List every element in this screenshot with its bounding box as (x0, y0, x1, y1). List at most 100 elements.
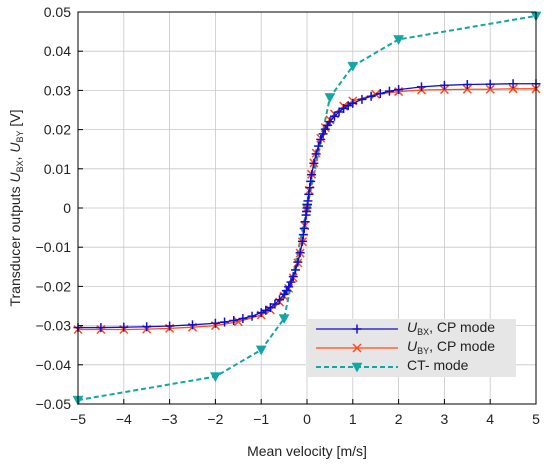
y-tick-label: −0.04 (36, 357, 72, 373)
data-point-ubx (256, 308, 266, 318)
data-point-ubx (270, 299, 280, 309)
data-point-ubx (210, 318, 220, 328)
legend-label-uby: UBY, CP mode (407, 338, 495, 356)
x-tick-label: −2 (207, 411, 223, 427)
data-point-ubx (485, 79, 495, 89)
data-point-ubx (357, 94, 367, 104)
y-axis-label-var2: U (7, 142, 23, 153)
data-point-ubx (375, 89, 385, 99)
legend-glyph-ct (351, 362, 363, 373)
y-axis-ticks: −0.05 −0.04 −0.03 −0.02 −0.01 0 0.01 0.02 0.03 0.… (36, 4, 83, 412)
legend-label-ct: CT- mode (407, 357, 469, 373)
data-point-ct (278, 314, 290, 325)
data-point-ubx (229, 316, 239, 326)
y-axis-label-suffix: [V] (7, 109, 23, 130)
data-point-ct (255, 345, 267, 356)
legend-marker-ubx (352, 324, 362, 334)
data-point-ubx (384, 86, 394, 96)
data-point-ubx (320, 124, 330, 134)
y-tick-label: 0.04 (44, 43, 71, 59)
y-axis-label-sub1: BX (15, 160, 25, 172)
x-tick-label: 5 (532, 411, 540, 427)
data-point-ubx (334, 107, 344, 117)
data-point-ubx (325, 117, 335, 127)
data-point-ubx (307, 170, 317, 180)
data-point-ubx (288, 272, 298, 282)
y-tick-label: −0.05 (36, 396, 72, 412)
legend-label-uby-text: , CP mode (429, 338, 495, 354)
data-point-ubx (298, 230, 308, 240)
legend-entry-ct: CT- mode (316, 357, 469, 373)
y-tick-label: 0.05 (44, 4, 71, 20)
data-point-ubx (299, 223, 309, 233)
data-point-ubx (293, 257, 303, 267)
legend-glyph-uby (352, 343, 362, 353)
legend-label-ubx: UBX, CP mode (407, 319, 495, 337)
x-tick-label: −4 (116, 411, 132, 427)
legend-label-ubx-var: U (407, 319, 418, 335)
y-tick-label: 0.01 (44, 161, 71, 177)
data-point-ubx (304, 189, 314, 199)
y-axis-label-var1: U (7, 172, 23, 183)
y-tick-label: −0.01 (36, 239, 72, 255)
data-point-ubx (318, 129, 328, 139)
legend-label-ubx-text: , CP mode (429, 319, 495, 335)
data-point-uby (485, 84, 495, 94)
data-point-ubx (329, 111, 339, 121)
data-point-ubx (394, 85, 404, 95)
data-point-ct (324, 93, 336, 103)
legend-glyph-ubx (352, 324, 362, 334)
x-tick-label: −5 (70, 411, 86, 427)
data-point-ubx (261, 305, 271, 315)
data-point-ct (209, 372, 221, 383)
legend-label-ct-text: CT- mode (407, 357, 469, 373)
y-axis-label-sub2: BY (15, 130, 25, 142)
legend-entry-ubx: UBX, CP mode (316, 319, 495, 337)
y-tick-label: 0.02 (44, 122, 71, 138)
y-tick-label: −0.02 (36, 278, 72, 294)
legend-label-uby-var: U (407, 338, 418, 354)
x-tick-label: 0 (303, 411, 311, 427)
series-ubx (73, 79, 541, 333)
data-point-ubx (300, 217, 310, 227)
data-point-ubx (220, 317, 230, 327)
y-axis-label-sep: , (7, 153, 23, 161)
data-point-ubx (284, 282, 294, 292)
y-tick-label: 0 (63, 200, 71, 216)
data-point-ubx (247, 311, 257, 321)
data-point-ubx (339, 103, 349, 113)
data-point-ubx (295, 248, 305, 258)
y-tick-label: −0.03 (36, 318, 72, 334)
data-point-ubx (309, 158, 319, 168)
data-point-ubx (417, 82, 426, 92)
data-point-ubx (142, 322, 152, 332)
data-point-ubx (286, 277, 296, 287)
data-point-ubx (439, 80, 449, 90)
data-point-ubx (265, 303, 275, 313)
x-tick-label: 4 (486, 411, 494, 427)
y-axis-label-prefix: Transducer outputs (7, 183, 23, 307)
data-point-ubx (297, 236, 307, 246)
x-axis-ticks: −5 −4 −3 −2 −1 0 1 2 3 4 5 (70, 399, 540, 427)
data-point-ubx (462, 80, 472, 90)
data-point-uby (462, 84, 472, 94)
legend-label-ubx-sub: BX (417, 327, 429, 337)
data-point-ubx (343, 101, 353, 111)
data-point-ubx (311, 149, 321, 159)
x-tick-label: −3 (162, 411, 178, 427)
x-tick-label: 3 (441, 411, 449, 427)
y-axis-label: Transducer outputs UBX, UBY [V] (7, 109, 25, 306)
y-tick-label: 0.03 (44, 82, 71, 98)
data-point-ubx (119, 322, 129, 332)
data-point-ubx (275, 295, 285, 305)
data-point-ubx (348, 98, 358, 108)
data-point-ubx (306, 176, 316, 186)
data-point-ubx (313, 141, 323, 151)
legend-marker-ct (351, 362, 363, 373)
data-point-ct (393, 35, 405, 45)
data-point-ct (347, 61, 359, 72)
data-point-ubx (188, 320, 197, 330)
data-point-ubx (305, 183, 315, 193)
data-point-ubx (96, 323, 106, 333)
legend-marker-uby (352, 343, 362, 353)
